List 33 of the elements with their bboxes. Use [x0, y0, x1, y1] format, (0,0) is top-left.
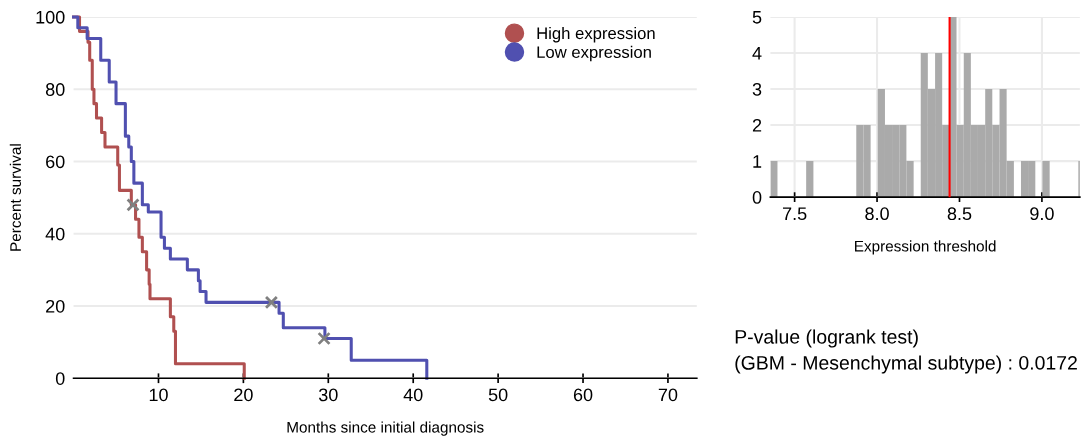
y-tick-label: 0	[752, 191, 762, 204]
x-tick-label: 50	[488, 388, 508, 402]
x-tick-label: 10	[149, 388, 168, 402]
y-axis-title: Percent survival	[9, 144, 21, 251]
x-tick-label: 40	[403, 388, 423, 402]
x-axis-title: Expression threshold	[855, 240, 996, 255]
point	[317, 331, 331, 346]
x-tick-label: 30	[318, 388, 338, 402]
y-tick-label: 4	[752, 47, 762, 60]
point	[126, 198, 140, 212]
legend-label: High expression	[537, 26, 655, 43]
x-tick-label: 9.0	[1030, 207, 1054, 221]
x-tick-label: 7.5	[783, 207, 807, 221]
x-tick-label: 8.5	[947, 207, 972, 221]
legend-label: Low expression	[537, 45, 651, 62]
y-tick-label: 80	[45, 83, 65, 96]
y-tick-label: 20	[46, 299, 65, 313]
y-tick-label: 3	[752, 82, 762, 96]
x-tick-label: 60	[573, 388, 593, 402]
y-tick-label: 40	[45, 227, 65, 241]
x-tick-label: 70	[658, 388, 678, 402]
y-tick-label: 60	[46, 155, 65, 169]
y-tick-label: 100	[36, 10, 65, 24]
y-tick-label: 0	[55, 372, 65, 385]
y-tick-label: 1	[753, 155, 762, 168]
text: P-value (logrank test)	[735, 329, 918, 348]
x-tick-label: 20	[234, 388, 253, 402]
x-tick-label: 8.0	[865, 207, 889, 221]
y-tick-label: 5	[752, 11, 762, 24]
y-tick-label: 2	[752, 118, 762, 132]
x-axis-title: Months since initial diagnosis	[287, 421, 484, 436]
text: (GBM - Mesenchymal subtype) : 0.0172	[735, 355, 1077, 374]
point	[264, 295, 279, 310]
